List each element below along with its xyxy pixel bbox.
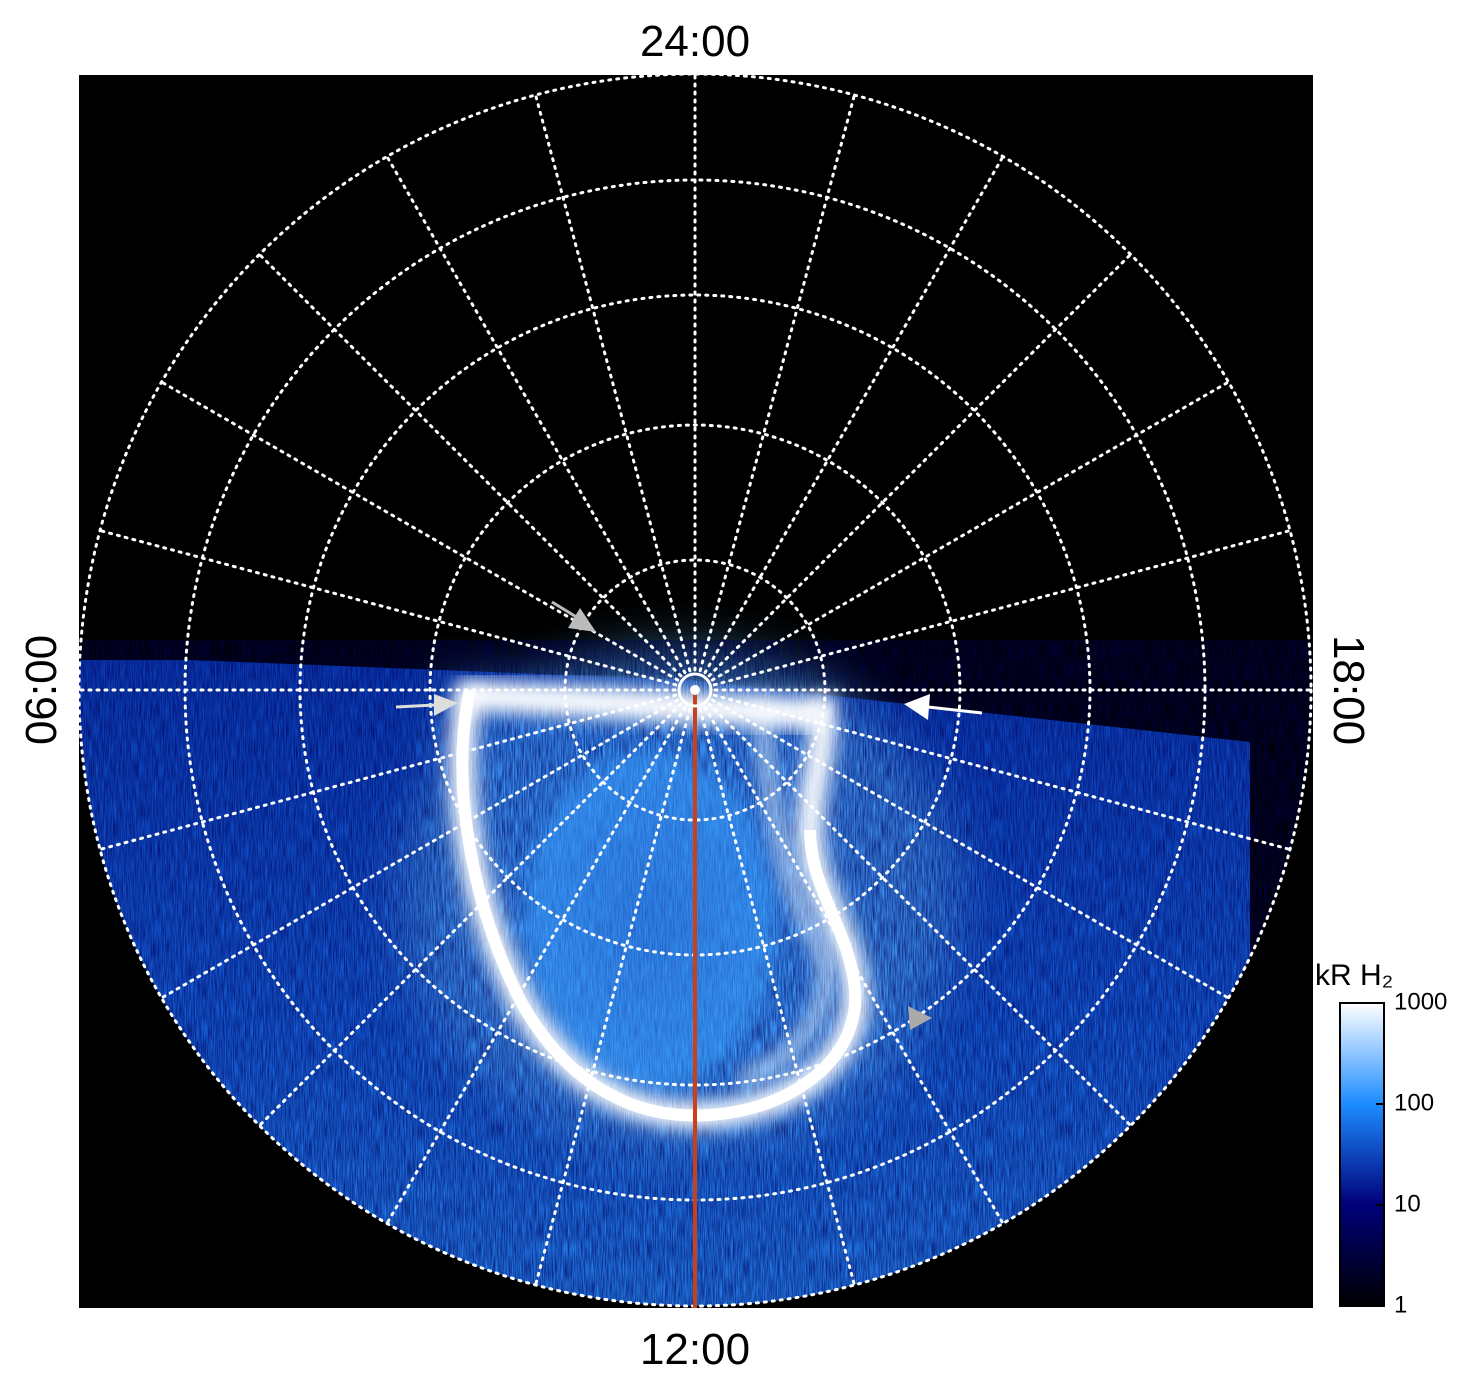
grid-spoke [703,705,1005,1225]
grid-ring [563,558,827,822]
grid-spoke [385,155,687,675]
colorbar-title: kR H₂ [1315,959,1393,992]
grid-spoke [712,529,1292,687]
grid-spoke [707,702,1133,1128]
grid-spoke [698,93,856,673]
grid-spoke [257,702,683,1128]
grid-spoke [710,380,1230,682]
grid-spoke [534,93,692,673]
grid-spoke [160,698,680,1000]
grid-spoke [257,252,683,678]
right-label: 18:00 [1324,635,1373,745]
grid-spoke [707,252,1133,678]
arrows [395,600,983,1030]
colorbar-tick-label: 1 [1394,1291,1407,1318]
pole-dot [690,685,700,695]
bottom-label: 12:00 [640,1325,750,1374]
top-label: 24:00 [640,17,750,66]
colorbar [1339,1002,1385,1307]
grid-spoke [710,698,1230,1000]
grid-spoke [698,707,856,1287]
left-label: 06:00 [17,635,66,745]
polar-grid [79,75,1313,1308]
colorbar-tick-label: 10 [1394,1190,1421,1217]
colorbar-tick-label: 1000 [1394,988,1447,1015]
grid-spoke [98,529,678,687]
grid-spoke [703,155,1005,675]
colorbar-tick-label: 100 [1394,1089,1434,1116]
grid-spoke [712,693,1292,851]
grid-spoke [98,693,678,851]
grid-spoke [385,705,687,1225]
grid-spoke [534,707,692,1287]
pole-marker [677,672,713,708]
